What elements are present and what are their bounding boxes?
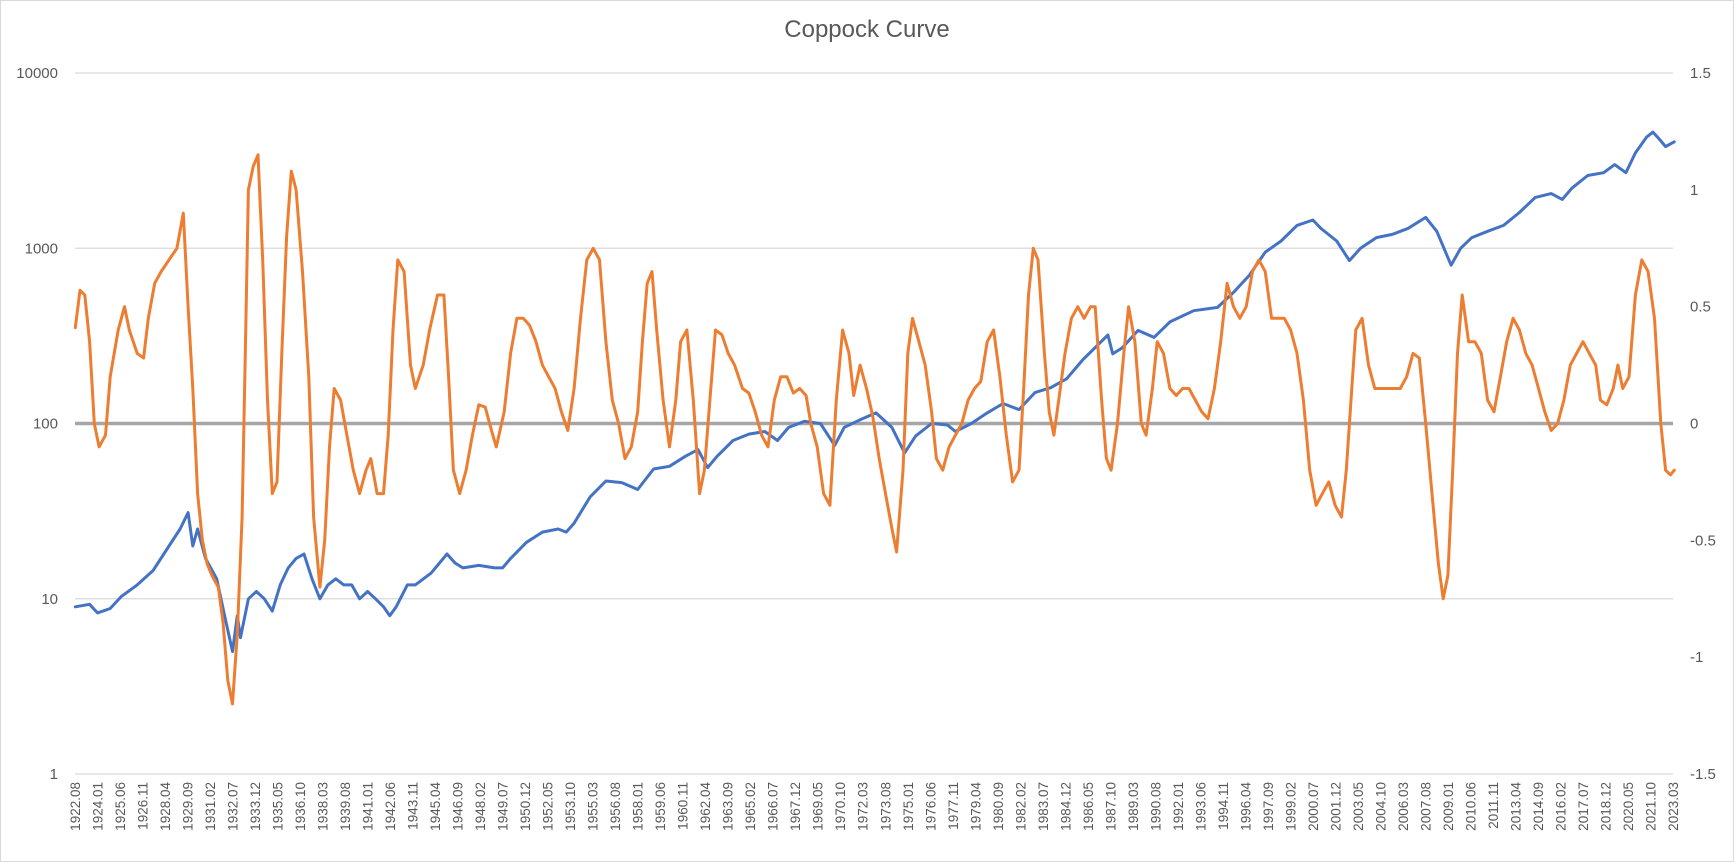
x-axis-tick-label: 1933.12	[248, 782, 263, 831]
right-axis-tick-label: -1.5	[1690, 766, 1716, 783]
right-axis-tick-label: 0	[1690, 416, 1698, 433]
x-axis-tick-label: 1994.11	[1216, 782, 1231, 830]
chart-title: Coppock Curve	[784, 16, 950, 43]
x-axis-tick-label: 1967.12	[788, 782, 803, 831]
x-axis-tick-label: 2000.07	[1306, 782, 1321, 831]
x-axis-tick-label: 1965.02	[743, 782, 758, 831]
left-axis-tick-label: 1000	[25, 240, 58, 257]
x-axis-tick-label: 2014.09	[1531, 782, 1546, 831]
x-axis-tick-label: 1989.03	[1126, 782, 1141, 831]
x-axis-tick-label: 1926.11	[136, 782, 151, 830]
x-axis-tick-label: 1938.03	[316, 782, 331, 831]
x-axis-tick-label: 2011.11	[1486, 782, 1501, 829]
x-axis-tick-label: 1958.01	[631, 782, 646, 831]
x-axis-tick-label: 1976.06	[923, 782, 938, 831]
x-axis-tick-label: 1956.08	[608, 782, 623, 831]
x-axis-tick-label: 1993.06	[1193, 782, 1208, 831]
x-axis-tick-label: 1935.05	[271, 782, 286, 831]
x-axis-tick-label: 1972.03	[856, 782, 871, 831]
x-axis-tick-label: 1922.08	[68, 782, 83, 831]
right-axis-ticks: -1.5 -1 -0.5 0 0.5 1 1.5	[1690, 65, 1716, 783]
x-axis-tick-label: 1936.10	[293, 782, 308, 831]
x-axis-tick-label: 2021.10	[1643, 782, 1658, 831]
x-axis-tick-label: 2016.02	[1553, 782, 1568, 831]
x-axis-tick-label: 1987.10	[1103, 782, 1118, 831]
x-axis-tick-label: 1980.09	[991, 782, 1006, 831]
x-axis-tick-label: 1955.03	[586, 782, 601, 831]
x-axis-tick-label: 1975.01	[901, 782, 916, 831]
x-axis-tick-label: 1941.01	[361, 782, 376, 831]
x-axis-tick-label: 2001.12	[1328, 782, 1343, 831]
x-axis-tick-label: 1960.11	[676, 782, 691, 830]
right-axis-tick-label: -0.5	[1690, 532, 1716, 549]
x-axis-tick-label: 1953.10	[563, 782, 578, 831]
x-axis-tick-label: 1942.06	[383, 782, 398, 831]
x-axis-tick-label: 1939.08	[338, 782, 353, 831]
x-axis-tick-label: 1962.04	[698, 782, 713, 831]
x-axis-tick-label: 1949.07	[496, 782, 511, 831]
right-axis-tick-label: 1	[1690, 182, 1698, 199]
x-axis-tick-label: 1963.09	[721, 782, 736, 831]
x-axis-tick-label: 1977.11	[946, 782, 961, 830]
x-axis-tick-label: 1983.07	[1036, 782, 1051, 831]
right-axis-tick-label: 1.5	[1690, 65, 1711, 82]
x-axis-tick-label: 1969.05	[811, 782, 826, 831]
x-axis-tick-label: 1943.11	[406, 782, 421, 830]
series-lines	[73, 130, 1676, 706]
x-axis-tick-label: 1924.01	[91, 782, 106, 831]
left-axis-tick-label: 1	[50, 766, 58, 783]
x-axis-tick-label: 1945.04	[428, 782, 443, 831]
x-axis-tick-label: 1950.12	[518, 782, 533, 831]
left-axis-tick-label: 100	[33, 416, 58, 433]
x-axis-tick-label: 1990.08	[1148, 782, 1163, 831]
x-axis-tick-label: 2003.05	[1351, 782, 1366, 831]
x-axis-tick-label: 1986.05	[1081, 782, 1096, 831]
x-axis-tick-label: 1982.02	[1013, 782, 1028, 831]
x-axis-tick-label: 2018.12	[1598, 782, 1613, 831]
x-axis-tick-label: 1931.02	[203, 782, 218, 831]
x-axis-tick-label: 1925.06	[113, 782, 128, 831]
x-axis-tick-label: 2010.06	[1463, 782, 1478, 831]
x-axis-tick-label: 1970.10	[833, 782, 848, 831]
x-axis-tick-label: 2006.03	[1396, 782, 1411, 831]
x-axis-tick-label: 1948.02	[473, 782, 488, 831]
x-axis-tick-label: 1959.06	[653, 782, 668, 831]
x-axis-tick-label: 1946.09	[451, 782, 466, 831]
left-axis-tick-label: 10	[41, 591, 58, 608]
x-axis-tick-label: 1932.07	[226, 782, 241, 831]
x-axis-tick-label: 1952.05	[541, 782, 556, 831]
x-axis-tick-label: 2020.05	[1621, 782, 1636, 831]
x-axis-tick-label: 2017.07	[1576, 782, 1591, 831]
x-axis-tick-label: 1966.07	[766, 782, 781, 831]
x-axis-tick-label: 2013.04	[1508, 782, 1523, 831]
x-axis-tick-label: 1973.08	[878, 782, 893, 831]
series-line-left-axis	[73, 130, 1676, 653]
x-axis-tick-label: 1999.02	[1283, 782, 1298, 831]
series-line-right-axis	[73, 153, 1676, 706]
left-axis-ticks: 1 10 100 1000 10000	[16, 65, 58, 783]
x-axis-tick-label: 1929.09	[181, 782, 196, 831]
x-axis-tick-label: 2009.01	[1441, 782, 1456, 831]
x-axis-tick-label: 1992.01	[1171, 782, 1186, 831]
x-axis-tick-label: 1928.04	[158, 782, 173, 831]
x-axis-tick-label: 1984.12	[1058, 782, 1073, 831]
left-axis-tick-label: 10000	[16, 65, 58, 82]
x-axis-tick-label: 1996.04	[1238, 782, 1253, 831]
x-axis-ticks: 1922.08 1924.01 1925.06 1926.11 1928.04 1929.…	[68, 782, 1681, 831]
right-axis-tick-label: 0.5	[1690, 299, 1711, 316]
x-axis-tick-label: 1997.09	[1261, 782, 1276, 831]
x-axis-tick-label: 2023.03	[1666, 782, 1681, 831]
x-axis-tick-label: 2007.08	[1418, 782, 1433, 831]
x-axis-tick-label: 2004.10	[1373, 782, 1388, 831]
right-axis-tick-label: -1	[1690, 649, 1703, 666]
x-axis-tick-label: 1979.04	[968, 782, 983, 831]
